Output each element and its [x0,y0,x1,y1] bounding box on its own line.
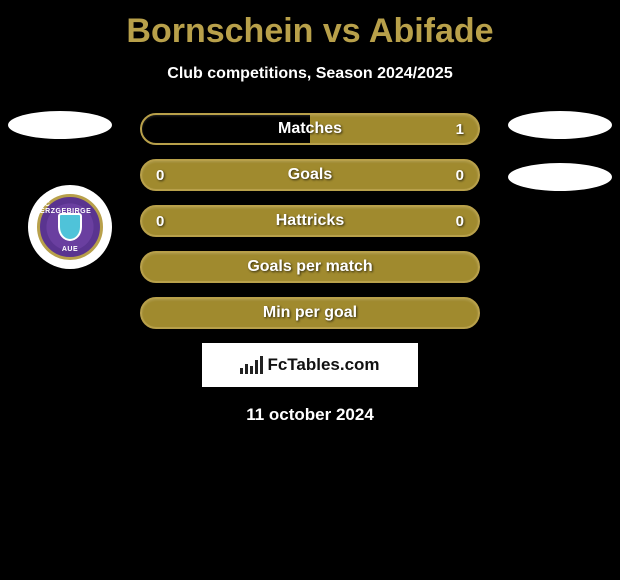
stat-bar-goals: 0 Goals 0 [140,159,480,191]
club-badge-top-text: FC ERZGEBIRGE [40,201,100,215]
club-badge-inner: FC ERZGEBIRGE AUE [37,194,103,260]
stat-bar-matches: Matches 1 [140,113,480,145]
stat-bar-min-per-goal: Min per goal [140,297,480,329]
stat-label: Goals [288,166,332,184]
watermark: FcTables.com [202,343,418,387]
player2-name: Abifade [369,12,494,50]
stat-left-value: 0 [156,213,164,230]
stat-bar-goals-per-match: Goals per match [140,251,480,283]
bar-chart-icon [240,356,263,374]
player1-name: Bornschein [126,12,313,50]
date-text: 11 october 2024 [0,405,620,425]
stat-label: Goals per match [247,258,372,276]
player2-club-placeholder [508,163,612,191]
watermark-text: FcTables.com [267,355,379,375]
club-badge-shield-icon [58,213,82,241]
stats-panel: FC ERZGEBIRGE AUE Matches 1 0 Goals 0 0 … [0,113,620,425]
comparison-title: Bornschein vs Abifade [0,0,620,51]
club-badge-bottom-text: AUE [62,246,78,253]
stat-right-value: 1 [456,121,464,138]
player1-photo-placeholder [8,111,112,139]
stat-bars: Matches 1 0 Goals 0 0 Hattricks 0 Goals … [140,113,480,329]
stat-bar-hattricks: 0 Hattricks 0 [140,205,480,237]
stat-right-value: 0 [456,213,464,230]
subtitle: Club competitions, Season 2024/2025 [0,65,620,83]
stat-right-value: 0 [456,167,464,184]
player1-club-badge: FC ERZGEBIRGE AUE [28,185,112,269]
stat-label: Hattricks [276,212,344,230]
vs-separator: vs [313,12,368,50]
stat-label: Matches [278,120,342,138]
stat-label: Min per goal [263,304,357,322]
player2-photo-placeholder [508,111,612,139]
stat-left-value: 0 [156,167,164,184]
